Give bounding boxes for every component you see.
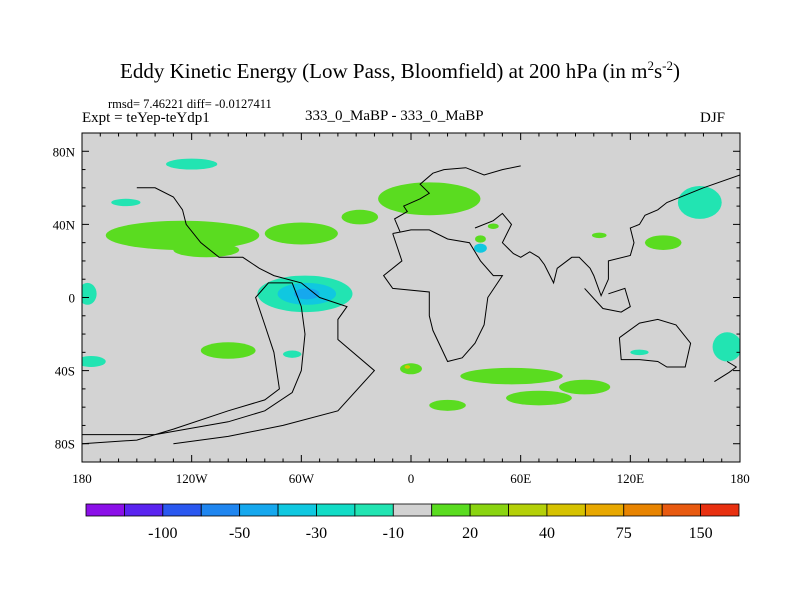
y-tick-label-3: 40S	[55, 364, 75, 379]
anomaly-region-20	[400, 363, 422, 375]
anomaly-region-8	[487, 223, 499, 229]
colorbar-label-6: 75	[616, 525, 632, 542]
anomaly-region-24	[506, 390, 572, 406]
colorbar: -100 -50 -30 -10 20 40 75 150	[85, 503, 740, 542]
colorbar-label-5: 40	[539, 525, 555, 542]
x-tick-label-6: 180	[730, 471, 750, 486]
plot-area	[82, 133, 740, 462]
title-exponent-1: 2	[647, 58, 654, 73]
colorbar-box-2	[162, 503, 202, 517]
title-close: )	[672, 59, 680, 83]
y-tick-label-1: 40N	[53, 217, 76, 232]
colorbar-box-16	[700, 503, 740, 517]
y-tick-label-4: 80S	[55, 437, 75, 452]
anomaly-region-3	[264, 222, 338, 245]
anomaly-region-2	[105, 220, 260, 250]
colorbar-box-15	[661, 503, 701, 517]
coastline-7	[584, 287, 631, 313]
colorbar-label-3: -10	[383, 525, 404, 542]
axes: 180 120W 60W 0 60E 120E 180 80N 40N 0 40S 80S	[53, 132, 750, 486]
anomaly-region-19	[283, 350, 302, 358]
colorbar-label-1: -50	[229, 525, 250, 542]
coastline-2	[382, 229, 504, 363]
anomaly-region-23	[559, 379, 611, 395]
colorbar-label-2: -30	[306, 525, 327, 542]
colorbar-label-7: 150	[689, 525, 713, 542]
anomaly-region-11	[591, 232, 607, 239]
anomaly-region-5	[341, 209, 379, 225]
stats-line: rmsd= 7.46221 diff= -0.0127411	[108, 97, 272, 111]
anomaly-region-25	[429, 399, 466, 411]
colorbar-label-4: 20	[462, 525, 478, 542]
colorbar-label-0: -100	[148, 525, 177, 542]
chart-title: Eddy Kinetic Energy (Low Pass, Bloomfiel…	[0, 58, 800, 84]
map-content	[82, 158, 740, 445]
coastline-3	[393, 165, 521, 232]
anomaly-region-6	[378, 182, 481, 216]
coastline-0	[82, 282, 306, 445]
coastline-4	[474, 174, 740, 298]
experiment-label: Expt = teYep-teYdp1	[82, 110, 210, 126]
title-exponent-2: -2	[662, 58, 673, 73]
anomaly-region-22	[460, 367, 563, 385]
anomaly-region-4	[173, 242, 240, 258]
x-tick-label-3: 0	[408, 471, 415, 486]
colorbar-box-11	[508, 503, 548, 517]
x-tick-label-2: 60W	[289, 471, 315, 486]
anomaly-region-26	[630, 349, 649, 356]
colorbar-box-12	[546, 503, 586, 517]
colorbar-box-4	[239, 503, 279, 517]
anomaly-region-9	[474, 243, 487, 253]
x-tick-label-1: 120W	[176, 471, 209, 486]
y-tick-label-0: 80N	[53, 144, 76, 159]
season-label: DJF	[700, 110, 726, 126]
anomaly-region-17	[200, 342, 256, 359]
colorbar-box-6	[316, 503, 356, 517]
colorbar-box-13	[584, 503, 625, 517]
colorbar-box-3	[200, 503, 241, 517]
anomaly-region-16	[294, 288, 320, 300]
anomaly-region-12	[677, 186, 722, 219]
title-unit-s: s	[653, 59, 663, 83]
anomaly-region-21	[404, 365, 411, 369]
anomaly-region-18	[82, 355, 106, 367]
map-background	[82, 133, 740, 462]
title-text: Eddy Kinetic Energy (Low Pass, Bloomfiel…	[120, 59, 648, 83]
y-tick-label-2: 0	[69, 291, 76, 306]
anomaly-region-1	[111, 198, 141, 207]
x-tick-label-4: 60E	[510, 471, 531, 486]
colorbar-box-10	[469, 503, 509, 517]
colorbar-box-1	[124, 503, 164, 517]
x-tick-label-5: 120E	[617, 471, 645, 486]
colorbar-box-14	[623, 503, 663, 517]
colorbar-box-9	[431, 503, 471, 517]
case-label: 333_0_MaBP - 333_0_MaBP	[305, 108, 484, 124]
anomaly-region-0	[166, 158, 218, 170]
colorbar-box-5	[277, 503, 317, 517]
anomaly-region-27	[712, 332, 740, 362]
anomaly-region-10	[644, 235, 682, 250]
coastline-1	[136, 187, 376, 445]
x-tick-label-0: 180	[72, 471, 92, 486]
anomaly-region-7	[474, 235, 486, 243]
coastline-5	[618, 318, 692, 368]
colorbar-box-8	[392, 503, 433, 517]
anomaly-region-13	[82, 282, 97, 305]
coastline-6	[714, 361, 738, 383]
colorbar-box-7	[354, 503, 394, 517]
colorbar-box-0	[85, 503, 125, 517]
